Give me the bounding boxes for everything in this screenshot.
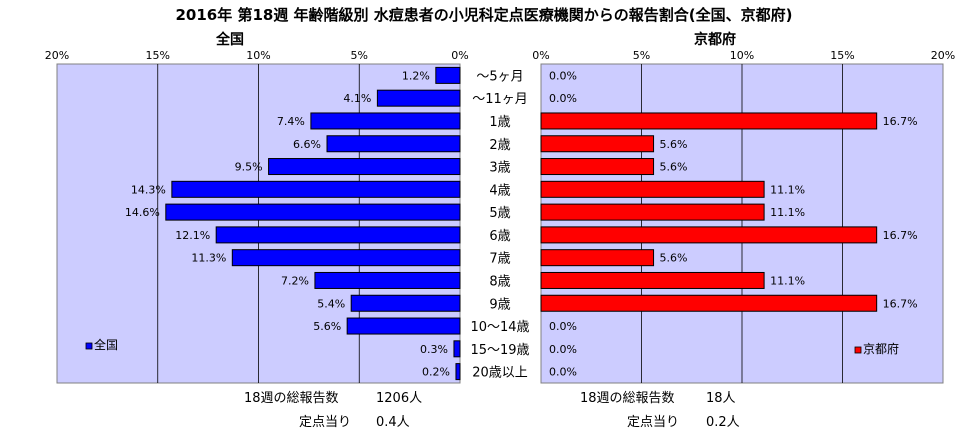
left-tick-label: 20% [45,49,69,62]
right-data-label: 0.0% [549,343,577,356]
left-bar [435,66,461,84]
right-bar [540,112,878,130]
left-bar [215,226,461,244]
category-label: 10～14歳 [470,320,529,335]
left-tick-label: 5% [351,49,368,62]
left-data-label: 0.2% [422,366,450,379]
right-bar [540,249,655,267]
category-label: 20歳以上 [472,366,528,381]
right-data-label: 0.0% [549,366,577,379]
left-panel-title: 全国 [215,31,244,48]
right-legend-swatch [854,346,862,354]
left-bar [455,363,461,381]
left-tick-label: 15% [146,49,170,62]
left-bar [310,112,461,130]
right-data-label: 5.6% [660,138,688,151]
right-bar [540,180,765,198]
right-per-site-value: 0.2人 [706,415,740,430]
right-data-label: 16.7% [883,229,918,242]
right-bar [540,226,878,244]
left-bar [268,158,461,176]
left-data-label: 6.6% [293,138,321,151]
right-data-label: 5.6% [660,161,688,174]
left-legend-label: 全国 [94,337,118,352]
category-label: 4歳 [489,183,510,198]
right-per-site-label: 定点当り [627,415,680,430]
left-data-label: 14.3% [131,183,166,196]
category-label: 8歳 [489,274,510,289]
right-panel-title: 京都府 [694,31,736,48]
right-data-label: 0.0% [549,92,577,105]
right-data-label: 16.7% [883,115,918,128]
left-bar [350,294,461,312]
right-tick-label: 15% [830,49,854,62]
left-bar [453,340,461,358]
right-total-label: 18週の総報告数 [580,391,675,406]
left-total-label: 18週の総報告数 [244,391,339,406]
left-tick-label: 10% [246,49,270,62]
left-data-label: 4.1% [343,92,371,105]
left-total-value: 1206人 [376,391,423,406]
right-tick-label: 5% [633,49,650,62]
right-bar [540,271,765,289]
right-data-label: 11.1% [770,183,805,196]
left-bar [171,180,461,198]
category-label: 7歳 [489,252,510,267]
left-legend-swatch [85,342,93,350]
left-bar [231,249,461,267]
chart-title: 2016年 第18週 年齢階級別 水痘患者の小児科定点医療機関からの報告割合(全… [175,6,793,24]
category-label: 9歳 [489,297,510,312]
left-bar [314,271,461,289]
right-data-label: 11.1% [770,206,805,219]
right-bar [540,294,878,312]
right-data-label: 11.1% [770,274,805,287]
left-bar [376,89,461,107]
left-per-site-label: 定点当り [299,415,352,430]
left-data-label: 0.3% [420,343,448,356]
left-data-label: 7.2% [281,274,309,287]
category-label: ～11ヶ月 [472,92,528,107]
left-data-label: 5.6% [313,320,341,333]
left-data-label: 1.2% [402,69,430,82]
category-label: 1歳 [489,115,510,130]
left-bar [346,317,461,335]
right-legend-label: 京都府 [863,341,899,356]
category-label: 2歳 [489,138,510,153]
left-data-label: 12.1% [175,229,210,242]
left-per-site-value: 0.4人 [376,415,410,430]
right-tick-label: 10% [730,49,754,62]
left-data-label: 7.4% [277,115,305,128]
right-bar [540,135,655,153]
right-data-label: 0.0% [549,320,577,333]
right-bar [540,203,765,221]
left-bar [165,203,461,221]
right-total-value: 18人 [706,391,736,406]
left-tick-label: 0% [451,49,468,62]
left-data-label: 9.5% [235,161,263,174]
left-data-label: 5.4% [317,297,345,310]
category-label: 15～19歳 [470,343,529,358]
left-data-label: 14.6% [125,206,160,219]
right-data-label: 0.0% [549,69,577,82]
right-data-label: 16.7% [883,297,918,310]
category-label: ～5ヶ月 [476,69,523,84]
left-data-label: 11.3% [191,252,226,265]
right-tick-label: 20% [931,49,955,62]
right-bar [540,158,655,176]
right-tick-label: 0% [532,49,549,62]
category-label: 5歳 [489,206,510,221]
left-bar [326,135,461,153]
right-data-label: 5.6% [660,252,688,265]
category-label: 3歳 [489,161,510,176]
category-label: 6歳 [489,229,510,244]
